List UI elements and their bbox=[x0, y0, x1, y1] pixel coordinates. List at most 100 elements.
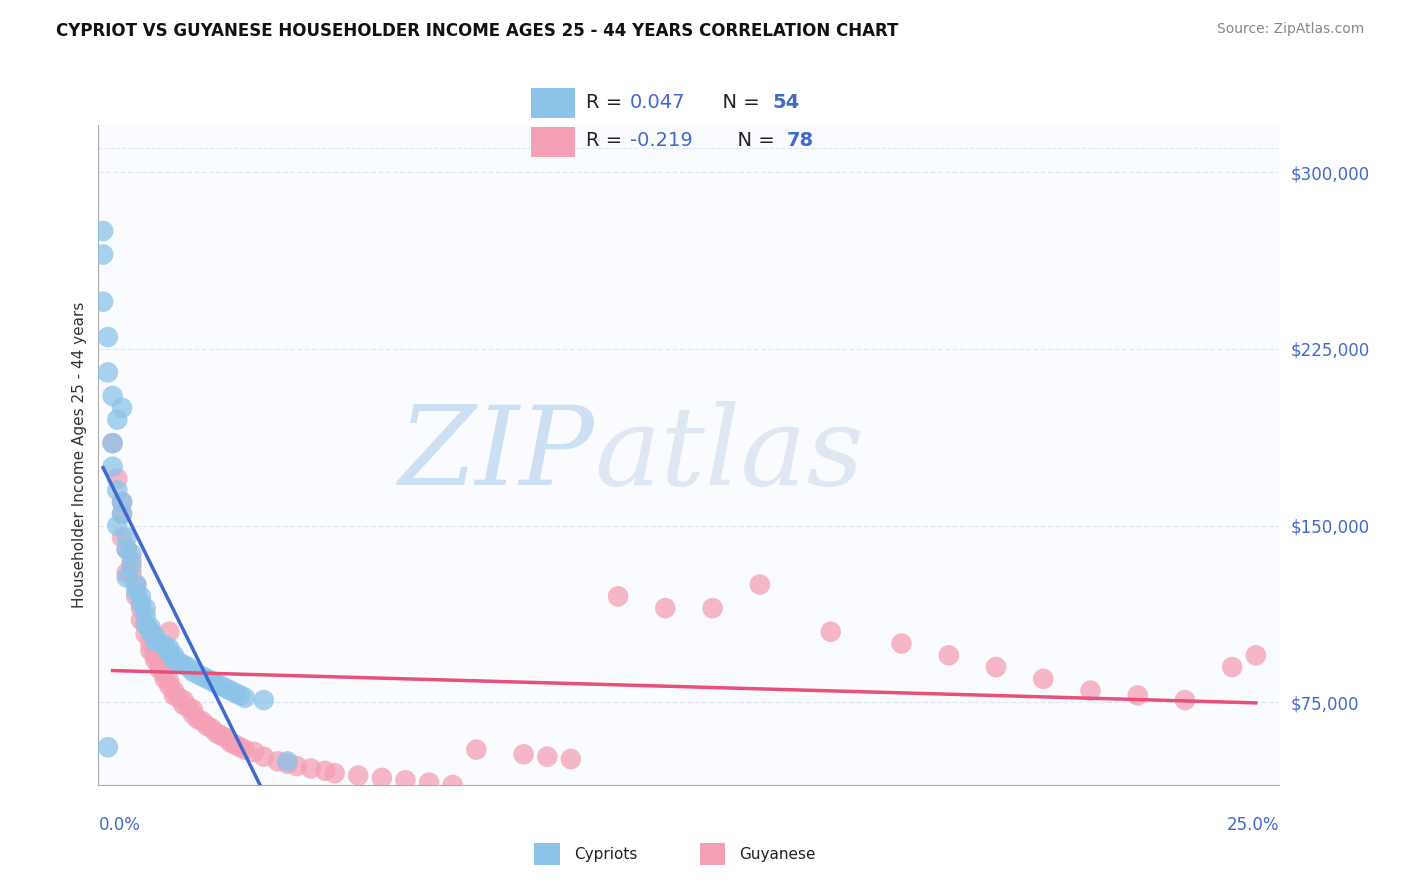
Y-axis label: Householder Income Ages 25 - 44 years: Householder Income Ages 25 - 44 years bbox=[72, 301, 87, 608]
Point bbox=[121, 558, 143, 573]
Point bbox=[1174, 693, 1197, 707]
Text: N =: N = bbox=[725, 131, 780, 151]
Point bbox=[748, 577, 770, 591]
Point bbox=[153, 672, 176, 686]
Point bbox=[253, 749, 276, 764]
Point bbox=[233, 742, 256, 756]
Point bbox=[129, 613, 152, 627]
Point bbox=[149, 662, 172, 676]
Point bbox=[177, 660, 200, 674]
Point bbox=[195, 672, 218, 686]
Point bbox=[91, 247, 114, 261]
Text: 0.0%: 0.0% bbox=[98, 816, 141, 834]
Point bbox=[323, 766, 346, 780]
Point bbox=[167, 690, 190, 705]
Point bbox=[105, 483, 128, 498]
Point bbox=[153, 639, 176, 653]
Point bbox=[91, 294, 114, 309]
Text: R =: R = bbox=[586, 94, 628, 112]
Text: 0.047: 0.047 bbox=[630, 94, 685, 112]
Point bbox=[205, 676, 228, 690]
Point bbox=[101, 389, 124, 403]
Point bbox=[121, 547, 143, 561]
Point bbox=[157, 674, 180, 689]
Point bbox=[163, 648, 186, 663]
Point bbox=[157, 624, 180, 639]
Point bbox=[285, 759, 308, 773]
Point bbox=[201, 722, 224, 736]
Point bbox=[1080, 683, 1102, 698]
Point bbox=[1220, 660, 1243, 674]
Point bbox=[201, 674, 224, 689]
Text: Guyanese: Guyanese bbox=[740, 847, 815, 862]
Point bbox=[654, 601, 676, 615]
Point bbox=[97, 740, 120, 755]
Point bbox=[205, 726, 228, 740]
Point bbox=[101, 436, 124, 450]
Point bbox=[143, 630, 166, 644]
Point bbox=[229, 689, 252, 703]
Point bbox=[163, 689, 186, 703]
Point bbox=[105, 412, 128, 426]
Point bbox=[111, 495, 134, 509]
Point bbox=[105, 518, 128, 533]
Point bbox=[149, 636, 172, 650]
Point bbox=[125, 584, 148, 599]
Point bbox=[181, 707, 204, 722]
Text: -0.219: -0.219 bbox=[630, 131, 693, 151]
Point bbox=[105, 471, 128, 485]
Point bbox=[172, 698, 194, 712]
Bar bbox=[531, 127, 575, 157]
Point bbox=[1244, 648, 1267, 663]
Point bbox=[560, 752, 582, 766]
Point bbox=[371, 771, 394, 785]
Point bbox=[702, 601, 724, 615]
Point bbox=[115, 530, 138, 544]
Point bbox=[157, 641, 180, 656]
Text: 54: 54 bbox=[772, 94, 800, 112]
Point bbox=[139, 636, 162, 650]
Point bbox=[536, 749, 558, 764]
Point bbox=[139, 620, 162, 634]
Point bbox=[139, 643, 162, 657]
Point bbox=[129, 590, 152, 604]
Point bbox=[111, 530, 134, 544]
Point bbox=[115, 570, 138, 584]
Point bbox=[209, 679, 232, 693]
Point bbox=[143, 648, 166, 663]
Point bbox=[129, 596, 152, 610]
Point bbox=[172, 693, 194, 707]
Text: ZIP: ZIP bbox=[398, 401, 595, 508]
Point bbox=[172, 657, 194, 672]
Point bbox=[129, 601, 152, 615]
Point bbox=[143, 653, 166, 667]
Point bbox=[149, 657, 172, 672]
Point bbox=[115, 542, 138, 557]
Point bbox=[224, 738, 246, 752]
Point bbox=[229, 740, 252, 755]
Point bbox=[219, 735, 242, 749]
Point bbox=[243, 745, 266, 759]
Point bbox=[187, 667, 209, 681]
Point bbox=[111, 495, 134, 509]
Point bbox=[465, 742, 488, 756]
Point bbox=[187, 712, 209, 726]
Point bbox=[101, 459, 124, 474]
Point bbox=[938, 648, 960, 663]
Point bbox=[135, 617, 157, 632]
Point bbox=[91, 224, 114, 238]
Point bbox=[1032, 672, 1054, 686]
Point bbox=[157, 646, 180, 660]
Point bbox=[163, 683, 186, 698]
Point bbox=[115, 566, 138, 580]
Text: CYPRIOT VS GUYANESE HOUSEHOLDER INCOME AGES 25 - 44 YEARS CORRELATION CHART: CYPRIOT VS GUYANESE HOUSEHOLDER INCOME A… bbox=[56, 22, 898, 40]
Point bbox=[224, 686, 246, 700]
Point bbox=[143, 634, 166, 648]
Point bbox=[125, 577, 148, 591]
Point bbox=[191, 714, 214, 729]
Point bbox=[820, 624, 842, 639]
Point bbox=[299, 762, 322, 776]
Point bbox=[135, 627, 157, 641]
Point bbox=[181, 702, 204, 716]
Point bbox=[984, 660, 1007, 674]
